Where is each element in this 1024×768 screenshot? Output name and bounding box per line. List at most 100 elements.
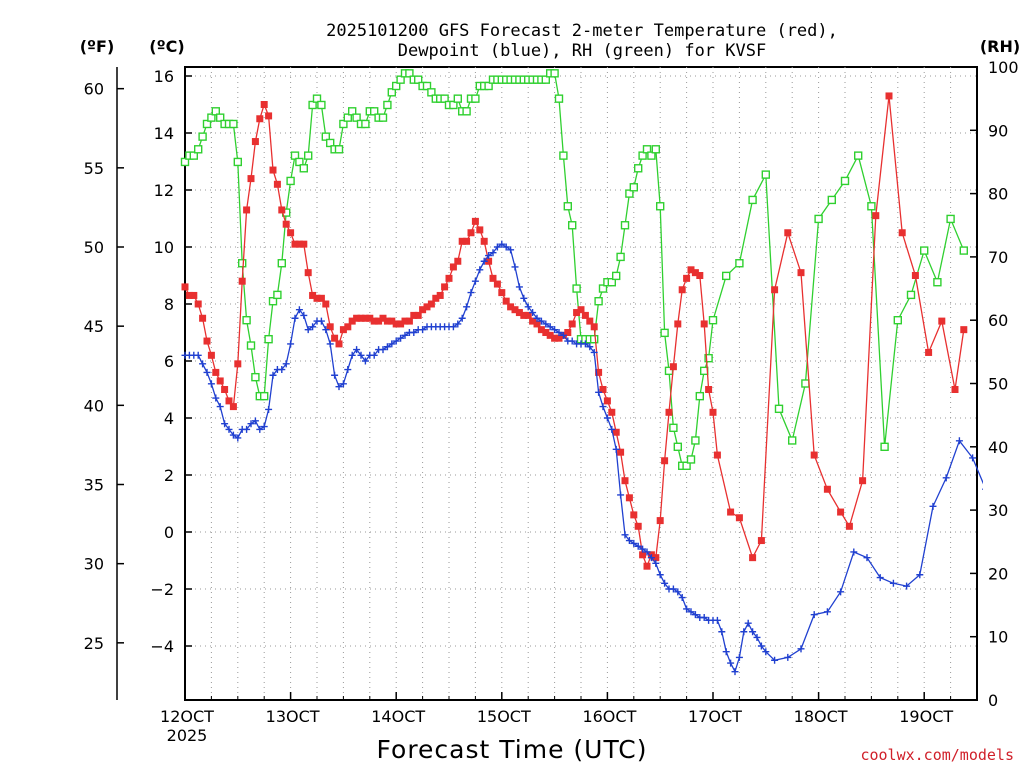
dewpoint-point — [203, 368, 211, 376]
temperature-point — [713, 451, 721, 459]
temperature-point — [463, 237, 471, 245]
temperature-point — [885, 92, 893, 100]
dewpoint-point — [735, 653, 743, 661]
temperature-point — [727, 508, 735, 516]
temperature-point — [331, 334, 339, 342]
temperature-point — [951, 386, 959, 393]
temperature-point — [735, 514, 743, 522]
dewpoint-point — [595, 388, 603, 396]
dewpoint-point — [295, 306, 303, 314]
dewpoint-point — [524, 303, 532, 311]
dewpoint-point — [749, 628, 757, 636]
temperature-point — [612, 428, 620, 436]
rh-point — [840, 176, 850, 186]
rh-point — [422, 81, 432, 91]
rh-point — [660, 328, 669, 338]
temperature-point — [498, 289, 506, 297]
celsius-tick-label: 12 — [154, 181, 174, 200]
year-label: 2025 — [167, 726, 208, 745]
dewpoint-point — [551, 326, 559, 334]
dewpoint-point — [678, 594, 686, 602]
credit-text: coolwx.com/models — [860, 746, 1014, 764]
temperature-point — [709, 408, 717, 416]
dewpoint-point — [243, 425, 251, 433]
temperature-point — [489, 274, 497, 282]
temperature-point — [375, 317, 383, 325]
temperature-point — [401, 317, 409, 325]
rh-point — [237, 259, 247, 268]
rh-point — [708, 316, 718, 325]
temperature-point — [247, 175, 255, 183]
x-tick-label: 14OCT — [371, 707, 425, 726]
dewpoint-point — [502, 243, 510, 251]
temperature-point — [225, 397, 233, 405]
temperature-point — [282, 220, 290, 228]
rh-tick-label: 100 — [988, 58, 1019, 77]
dewpoint-point — [740, 628, 748, 636]
rh-point — [242, 316, 251, 325]
axis-ticks: 12OCT 13OCT 14OCT 15OCT 16OCT 17OCT 18OCT 19OCT… — [84, 58, 1019, 726]
x-tick-label: 17OCT — [688, 707, 742, 726]
dewpoint-point — [251, 417, 259, 425]
rh-point — [550, 69, 559, 78]
dewpoint-point — [863, 554, 871, 562]
rh-point — [814, 214, 823, 224]
temperature-point — [445, 274, 453, 282]
rh-point — [906, 290, 916, 300]
temperature-point — [542, 329, 550, 336]
temperature-point — [427, 300, 435, 308]
dewpoint-point — [687, 608, 695, 616]
temperature-point — [419, 306, 427, 314]
dewpoint-point — [876, 574, 884, 582]
rh-point — [484, 81, 493, 91]
rh-tick-label: 60 — [988, 311, 1008, 330]
temperature-point — [353, 314, 361, 322]
dewpoint-point — [916, 571, 924, 579]
temperature-point — [546, 331, 554, 339]
dewpoint-point — [982, 488, 983, 490]
dewpoint-point — [520, 294, 528, 302]
x-tick-label: 12OCT — [160, 707, 214, 726]
temperature-point — [581, 311, 589, 319]
rh-tick-label: 90 — [988, 121, 1008, 140]
temperature-point — [511, 306, 519, 314]
dewpoint-point — [784, 653, 792, 661]
rh-point — [695, 391, 704, 401]
temperature-point — [256, 115, 264, 123]
rh-tick-label: 50 — [988, 375, 1008, 394]
rh-point — [673, 442, 682, 451]
dewpoint-point — [889, 579, 897, 587]
fahrenheit-tick-label: 60 — [84, 80, 104, 99]
temperature-point — [837, 508, 845, 516]
dewpoint-point — [643, 548, 651, 556]
temperature-point — [326, 323, 334, 331]
dewpoint-point — [797, 645, 805, 653]
temperature-point — [691, 269, 699, 277]
temperature-point — [238, 277, 246, 285]
rh-point — [180, 157, 190, 167]
dewpoint-point — [234, 434, 242, 442]
x-tick-label: 13OCT — [266, 707, 320, 726]
rh-point — [691, 436, 700, 445]
dewpoint-point — [753, 633, 761, 641]
dewpoint-point — [621, 531, 629, 539]
temperature-point — [696, 272, 704, 279]
rh-point — [638, 151, 647, 160]
temperature-point — [221, 386, 229, 393]
rh-point — [867, 202, 876, 211]
dewpoint-point — [823, 608, 831, 616]
temperature-point — [537, 326, 545, 334]
dewpoint-point — [388, 340, 396, 348]
dewpoint-point — [392, 337, 400, 345]
x-tick-label: 15OCT — [477, 707, 531, 726]
rh-tick-label: 70 — [988, 248, 1008, 267]
temperature-point — [630, 511, 638, 519]
fahrenheit-tick-label: 50 — [84, 238, 104, 257]
temperature-point — [295, 240, 303, 248]
dewpoint-point — [942, 474, 950, 482]
dewpoint-point — [700, 614, 708, 621]
rh-tick-label: 80 — [988, 185, 1008, 204]
fahrenheit-tick-label: 30 — [84, 555, 104, 574]
rh-point — [198, 132, 207, 141]
